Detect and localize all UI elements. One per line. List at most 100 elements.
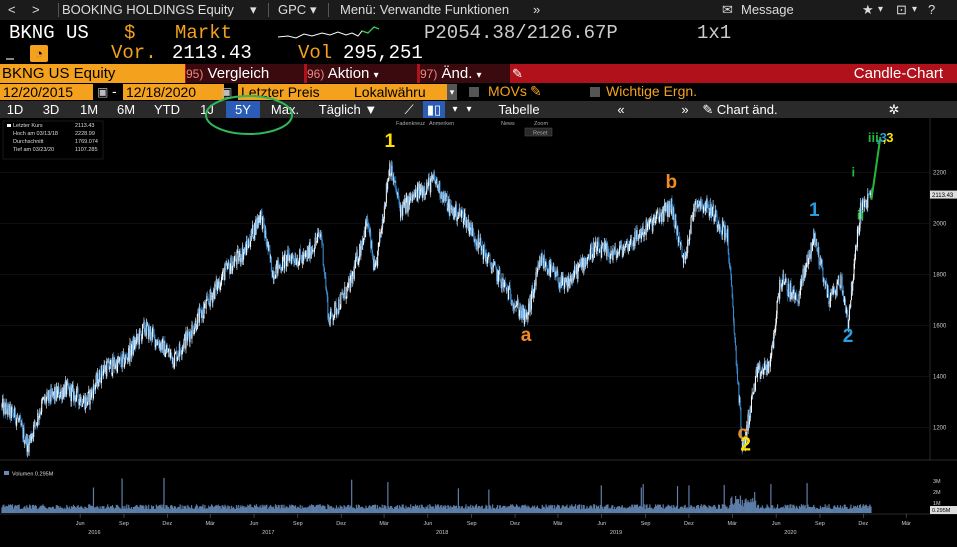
candle [736,345,737,366]
reset-button[interactable]: Reset [533,131,548,137]
candle [253,225,254,239]
line-chart-icon[interactable]: ⟋ [396,101,422,118]
chevron-down-icon[interactable]: ▾ [310,2,317,18]
wave-label: ,3 [883,130,894,145]
candle [479,242,480,248]
volume-tick-label: 3M [933,479,941,485]
news-tool[interactable]: News [501,121,515,127]
help-icon[interactable]: ? [928,2,935,17]
start-date-field[interactable]: 12/20/2015 [0,84,93,100]
envelope-icon[interactable]: ✉ [722,2,733,18]
candle [321,230,322,248]
candle [251,228,252,241]
candle [20,413,21,419]
candle [508,286,509,300]
events-checkbox[interactable] [590,87,600,97]
bloomberg-logo-icon[interactable]: ◔ [30,45,48,62]
candle [207,291,208,298]
annotate-tool[interactable]: Anmerken [429,121,454,127]
chart-edit-button[interactable]: ✎ Chart änd. [694,101,786,118]
double-chevron-down-icon[interactable]: » [533,2,540,17]
candle [226,258,227,272]
candle [750,406,751,422]
candle [382,214,383,234]
volume-bar [870,506,871,513]
candle [808,258,809,269]
currency-select[interactable]: Lokalwähru [351,84,449,100]
candle [358,256,359,267]
candle [597,246,598,256]
candle-chart-icon[interactable]: ▮▯ [423,101,445,118]
zoom-tool[interactable]: Zoom [534,121,548,127]
candle [643,221,644,241]
candle [91,387,92,400]
frequency-select[interactable]: Täglich ▼ [312,101,384,118]
candle [348,283,349,290]
candle [706,195,707,213]
pencil-icon[interactable]: ✎ [530,83,542,100]
expand-icon[interactable]: » [676,101,694,118]
chevron-down-icon[interactable]: ▾ [462,101,476,118]
candle [857,226,858,251]
star-icon[interactable]: ★ [862,2,874,18]
security-menu[interactable]: BOOKING HOLDINGS Equity [62,2,234,17]
security-field[interactable]: BKNG US Equity [0,64,185,83]
candle [195,319,196,333]
candle [760,362,761,383]
gear-icon[interactable]: ✲ [884,101,904,118]
period-1d[interactable]: 1D [0,101,30,118]
movs-checkbox[interactable] [469,87,479,97]
candle [681,240,682,246]
candle [110,358,111,369]
gpc-menu[interactable]: GPC [278,2,306,17]
back-button[interactable]: < [8,2,16,17]
action-menu[interactable]: 96) Aktion ▾ [307,64,417,83]
candle [495,261,496,266]
candle [81,395,82,408]
message-button[interactable]: Message [741,2,794,17]
table-button[interactable]: Tabelle [484,101,554,118]
chevron-down-icon[interactable]: ▾ [449,101,461,118]
candle [687,235,688,258]
candle [345,286,346,299]
related-functions-menu[interactable]: Menü: Verwandte Funktionen [340,2,509,17]
calendar-icon[interactable]: ▣ [97,85,108,99]
pencil-icon[interactable]: ✎ [512,64,523,83]
period-ytd[interactable]: YTD [146,101,188,118]
candle [12,404,13,409]
window-icon[interactable]: ⊡ [896,2,907,18]
candle [344,293,345,300]
wave-label: b [666,172,678,193]
x-tick-label: Jun [76,521,85,527]
crosshair-tool[interactable]: Fadenkreuz [396,121,425,127]
candle [607,241,608,250]
candle [569,279,570,289]
candle [856,245,857,251]
candle [644,232,645,241]
legend-last-value: 2113.43 [75,123,94,129]
bid-ask-size: 1x1 [697,22,731,44]
period-3d[interactable]: 3D [32,101,70,118]
x-tick-label: Mär [379,521,389,527]
candle [681,245,682,257]
chevron-down-icon[interactable]: ▾ [912,4,917,15]
candle [600,244,601,251]
chevron-down-icon[interactable]: ▾ [250,2,257,18]
chevron-down-icon[interactable]: ▾ [447,84,457,100]
candle [599,237,600,256]
collapse-icon[interactable]: « [612,101,630,118]
legend-avg-value: 1769.074 [75,139,98,145]
function-bar: BKNG US Equity 95) Vergleich 96) Aktion … [0,64,957,83]
chevron-down-icon[interactable]: ▾ [878,4,883,15]
candle [703,205,704,214]
candle [536,267,537,289]
period-1m[interactable]: 1M [72,101,106,118]
candle [29,435,30,456]
compare-button[interactable]: 95) Vergleich [186,64,304,83]
change-menu[interactable]: 97) Änd. ▾ [420,64,510,83]
forward-button[interactable]: > [32,2,40,17]
period-6m[interactable]: 6M [108,101,144,118]
